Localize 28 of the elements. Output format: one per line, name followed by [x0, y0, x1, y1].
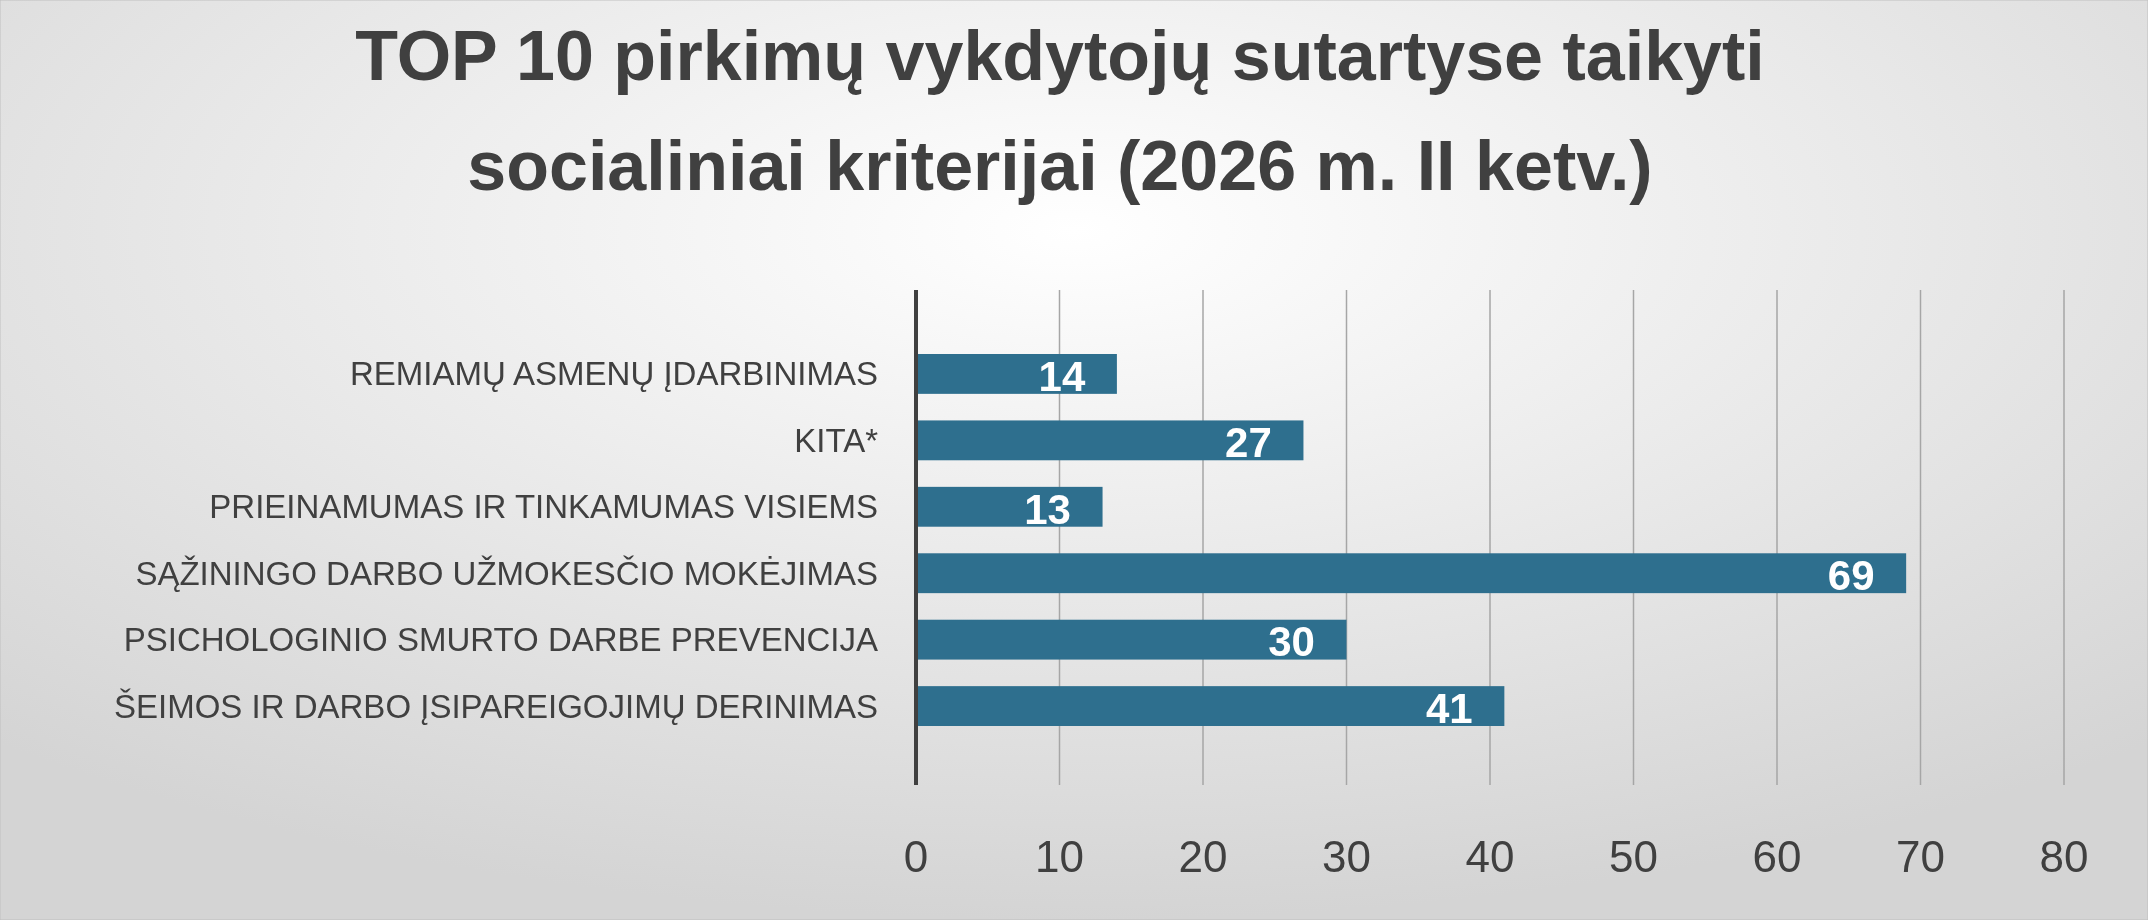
y-tick-label: REMIAMŲ ASMENŲ ĮDARBINIMAS: [349, 355, 878, 393]
bar: [916, 686, 1505, 726]
data-label: 30: [1268, 618, 1315, 666]
data-label: 41: [1425, 684, 1473, 732]
x-tick-label: 60: [1752, 832, 1802, 881]
x-tick-label: 0: [903, 832, 929, 881]
x-tick-label: 70: [1896, 832, 1945, 881]
bar: [916, 486, 1103, 527]
x-tick-label: 30: [1322, 832, 1371, 881]
x-tick-label: 40: [1465, 832, 1515, 881]
y-tick-label: SĄŽININGO DARBO UŽMOKESČIO MOKĖJIMAS: [135, 554, 878, 592]
y-tick-label: ŠEIMOS IR DARBO ĮSIPAREIGOJIMŲ DERINIMAS: [114, 687, 878, 725]
y-tick-label: PSICHOLOGINIO SMURTO DARBE PREVENCIJA: [123, 621, 878, 659]
y-tick-label: PRIEINAMUMAS IR TINKAMUMAS VISIEMS: [209, 488, 878, 526]
data-label: 13: [1024, 485, 1071, 533]
x-tick-label: 50: [1609, 832, 1658, 881]
x-tick-label: 10: [1035, 832, 1084, 881]
chart-title: TOP 10 pirkimų vykdytojų sutartyse taikyti socialiniai kriterijai (2026 m. II ketv.): [355, 17, 1765, 205]
bar: [916, 553, 1907, 594]
bar: [916, 420, 1304, 461]
y-tick-label: KITA*: [794, 421, 879, 459]
x-tick-label: 20: [1178, 832, 1228, 881]
bar: [916, 619, 1347, 660]
data-label: 14: [1038, 352, 1086, 400]
data-label: 27: [1225, 419, 1272, 467]
data-label: 69: [1827, 552, 1875, 600]
x-tick-label: 80: [2039, 832, 2089, 881]
bar: [916, 354, 1117, 394]
